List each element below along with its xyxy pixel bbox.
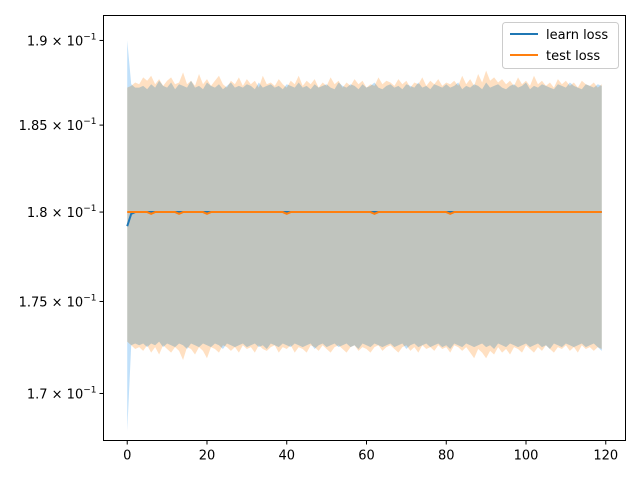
legend-label-learn-loss: learn loss (546, 28, 608, 43)
x-tick-label-100: 100 (514, 449, 539, 464)
legend: learn loss test loss (502, 22, 619, 69)
y-tick-label-1.85: 1.85 × 10−1 (19, 117, 97, 134)
series-lines (126, 211, 602, 227)
y-axis: 1.7 × 10−1 1.75 × 10−1 1.8 × 10−1 1.85 × 10… (19, 32, 104, 402)
confidence-bands (127, 40, 602, 432)
y-tick-label-1.75: 1.75 × 10−1 (19, 293, 97, 310)
line-test-loss (127, 211, 602, 215)
x-tick-label-0: 0 (123, 449, 131, 464)
x-tick-label-20: 20 (199, 449, 216, 464)
band-test-loss (127, 70, 602, 361)
plot-frame (103, 15, 626, 441)
x-tick-label-60: 60 (358, 449, 375, 464)
x-tick-label-40: 40 (278, 449, 295, 464)
y-tick-label-1.9: 1.9 × 10−1 (27, 32, 97, 49)
legend-label-test-loss: test loss (546, 49, 600, 64)
y-tick-label-1.7: 1.7 × 10−1 (27, 385, 97, 402)
x-tick-label-120: 120 (593, 449, 618, 464)
y-tick-label-1.8: 1.8 × 10−1 (27, 204, 97, 221)
x-tick-label-80: 80 (438, 449, 455, 464)
x-axis: 0 20 40 60 80 100 120 (123, 440, 618, 464)
